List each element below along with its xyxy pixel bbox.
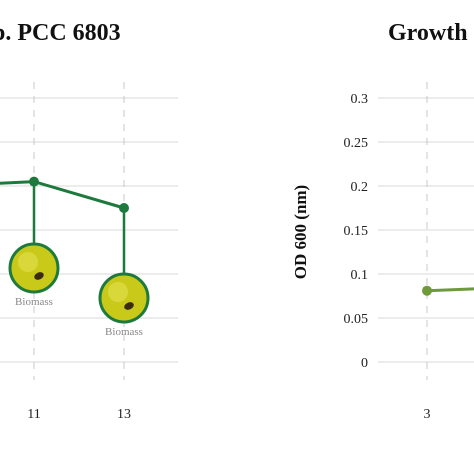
right-y-tick-label: 0.3: [351, 92, 369, 107]
left-series: [0, 176, 129, 213]
biomass-label: Biomass: [105, 326, 143, 338]
right-chart-title: Growth: [388, 20, 468, 46]
biomass-pellet: [34, 272, 44, 280]
left-data-point: [29, 176, 39, 187]
biomass-highlight: [108, 282, 128, 302]
biomass-label: Biomass: [15, 296, 53, 308]
right-y-axis-label: OD 600 (nm): [291, 185, 310, 279]
right-y-tick-label: 0.2: [351, 180, 369, 195]
right-y-tick-label: 0.15: [344, 224, 369, 239]
right-series: [422, 285, 474, 296]
right-series-line: [426, 287, 474, 293]
left-x-tick-label: 11: [27, 407, 40, 422]
right-x-ticks: 3: [424, 407, 431, 422]
left-gridlines: [0, 82, 178, 380]
right-y-ticks: 0 0.05 0.1 0.15 0.2 0.25 0.3: [344, 92, 369, 371]
biomass-pellet: [124, 302, 134, 310]
right-y-tick-label: 0: [361, 356, 368, 371]
left-data-point: [119, 203, 129, 213]
right-data-point: [422, 285, 432, 296]
biomass-highlight: [18, 252, 38, 272]
left-x-ticks: 11 13: [27, 407, 131, 422]
left-biomass-annotations: Biomass Biomass: [8, 181, 150, 338]
right-y-tick-label: 0.05: [344, 312, 369, 327]
left-chart-panel: p. PCC 6803 11 13 Biomass Biomass: [0, 20, 178, 422]
right-gridlines: [378, 82, 474, 380]
left-chart-title: p. PCC 6803: [0, 20, 121, 46]
right-y-tick-label: 0.1: [351, 268, 369, 283]
left-x-tick-label: 13: [117, 407, 131, 422]
right-x-tick-label: 3: [424, 407, 431, 422]
right-chart-panel: Growth OD 600 (nm) 0 0.05 0.1 0.15 0.2 0.25 0.…: [291, 20, 474, 422]
right-y-tick-label: 0.25: [344, 136, 369, 151]
